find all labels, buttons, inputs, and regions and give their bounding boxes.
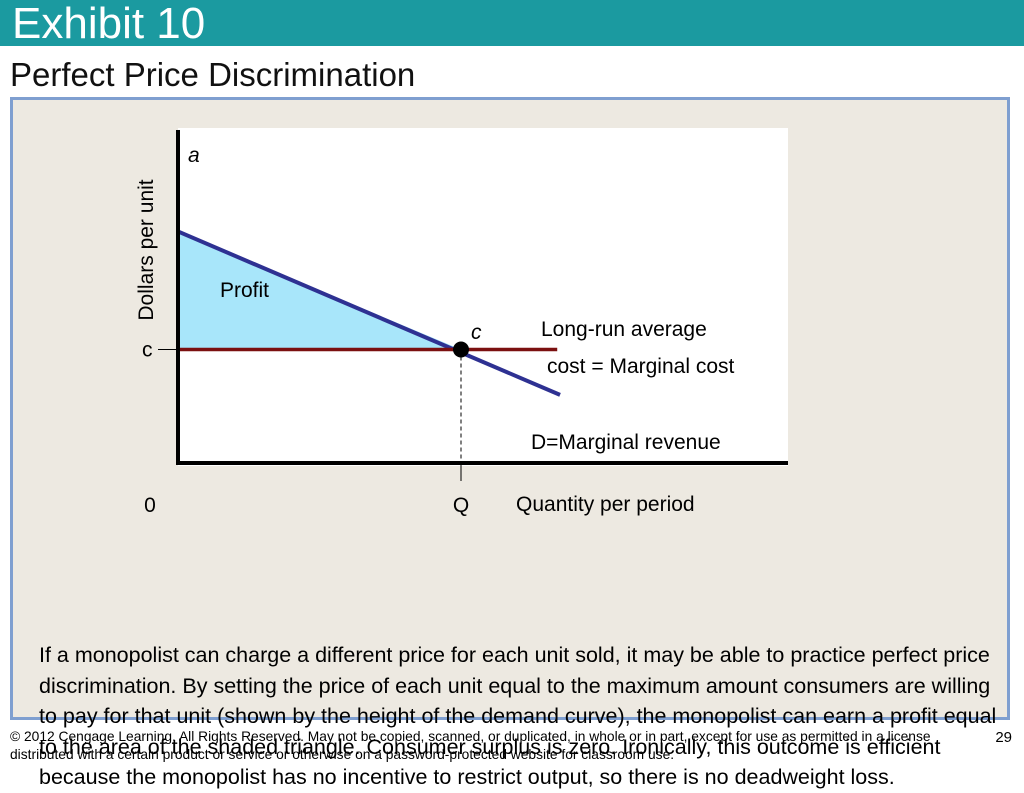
- equilibrium-point: [453, 341, 469, 358]
- cost-line-label-2: cost = Marginal cost: [547, 355, 734, 378]
- copyright-notice: © 2012 Cengage Learning. All Rights Rese…: [10, 729, 931, 762]
- page-number: 29: [995, 729, 1012, 746]
- demand-curve-label: D=Marginal revenue: [531, 431, 721, 454]
- slide-subtitle: Perfect Price Discrimination: [10, 56, 416, 93]
- annotation-c: c: [471, 321, 482, 344]
- cost-line-label-1: Long-run average: [541, 318, 707, 341]
- content-panel: c Q 0 Quantity per period Dollars per unit a c…: [10, 97, 1010, 789]
- y-axis-label: Dollars per unit: [135, 179, 158, 320]
- x-axis-label: Quantity per period: [516, 493, 695, 516]
- x-tick-label-0: 0: [144, 494, 156, 517]
- price-discrimination-chart: c Q 0 Quantity per period Dollars per unit a c…: [135, 128, 788, 517]
- title-bar: Exhibit 10: [0, 0, 1024, 48]
- exhibit-title: Exhibit 10: [12, 0, 206, 48]
- annotation-a: a: [188, 144, 200, 167]
- annotation-profit: Profit: [220, 279, 269, 302]
- x-tick-label-q: Q: [453, 494, 469, 517]
- y-tick-label-c: c: [142, 339, 153, 362]
- exhibit-caption: If a monopolist can charge a different p…: [39, 643, 997, 789]
- demand-curve: [177, 229, 561, 397]
